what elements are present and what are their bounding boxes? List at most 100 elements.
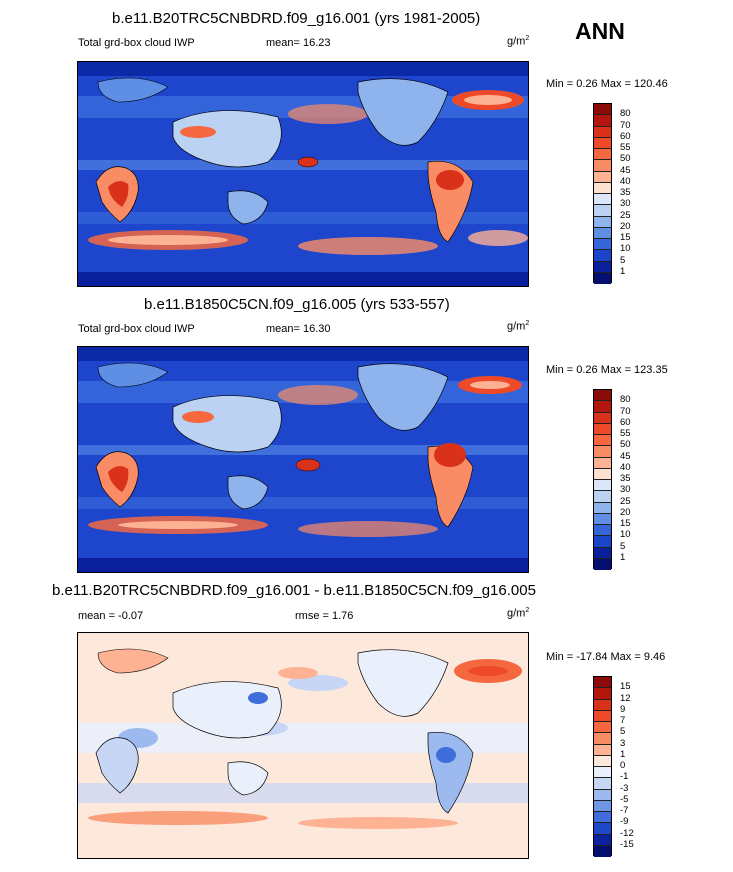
colorbar-tick-label: 5 (620, 540, 626, 552)
colorbar-swatch (594, 744, 611, 756)
colorbar-swatch (594, 160, 611, 172)
colorbar-swatch (594, 558, 611, 570)
colorbar-swatch (594, 446, 611, 458)
colorbar-swatch (594, 227, 611, 239)
colorbar-swatch (594, 126, 611, 138)
colorbar-tick-label: 10 (620, 529, 631, 541)
colorbar-tick-label: 0 (620, 760, 626, 771)
colorbar-swatch (594, 104, 611, 116)
panel2-variable-label: Total grd-box cloud IWP (78, 323, 195, 335)
colorbar-swatch (594, 823, 611, 835)
colorbar-swatch (594, 390, 611, 402)
colorbar-swatch (594, 194, 611, 206)
colorbar-swatch (594, 800, 611, 812)
colorbar-swatch (594, 491, 611, 503)
panel3-rmse: rmse = 1.76 (295, 610, 354, 622)
panel3-minmax: Min = -17.84 Max = 9.46 (546, 651, 666, 663)
colorbar-swatch (594, 250, 611, 262)
colorbar-swatch (594, 733, 611, 745)
colorbar-swatch (594, 525, 611, 537)
colorbar-swatch (594, 845, 611, 857)
colorbar-tick-label: 45 (620, 164, 631, 176)
season-label: ANN (575, 18, 625, 44)
panel1-title: b.e11.B20TRC5CNBDRD.f09_g16.001 (yrs 198… (112, 10, 481, 27)
colorbar-swatch (594, 834, 611, 846)
colorbar-tick-label: 5 (620, 254, 626, 266)
colorbar-tick-label: 1 (620, 551, 626, 563)
colorbar-swatch (594, 755, 611, 767)
colorbar-swatch (594, 239, 611, 251)
colorbar-tick-label: 60 (620, 416, 631, 428)
panel2-map (77, 346, 529, 573)
panel3-unit: g/m2 (507, 607, 530, 620)
colorbar-swatch (594, 536, 611, 548)
colorbar-swatch (594, 677, 611, 689)
colorbar-tick-label: 35 (620, 473, 631, 484)
colorbar-swatch (594, 149, 611, 161)
panel3-colorbar (593, 676, 612, 857)
colorbar-swatch (594, 789, 611, 801)
colorbar-swatch (594, 182, 611, 194)
colorbar-tick-label: 45 (620, 450, 631, 462)
colorbar-tick-label: 20 (620, 506, 631, 518)
colorbar-swatch (594, 812, 611, 824)
panel1-mean: mean= 16.23 (266, 37, 331, 49)
colorbar-tick-label: 15 (620, 232, 631, 243)
colorbar-tick-label: -1 (620, 771, 629, 783)
panel1-variable-label: Total grd-box cloud IWP (78, 37, 195, 49)
colorbar-swatch (594, 513, 611, 525)
colorbar-swatch (594, 115, 611, 127)
colorbar-swatch (594, 423, 611, 435)
colorbar-swatch (594, 457, 611, 469)
panel3-map (77, 632, 529, 859)
panel3-mean: mean = -0.07 (78, 610, 144, 622)
colorbar-tick-label: -9 (620, 816, 629, 828)
colorbar-tick-label: 5 (620, 726, 626, 738)
colorbar-tick-label: 70 (620, 119, 631, 131)
colorbar-tick-label: 30 (620, 484, 631, 496)
panel1-unit: g/m2 (507, 35, 530, 48)
colorbar-swatch (594, 480, 611, 492)
colorbar-tick-label: 10 (620, 243, 631, 255)
colorbar-swatch (594, 137, 611, 149)
panel2-unit: g/m2 (507, 320, 530, 333)
colorbar-swatch (594, 435, 611, 447)
colorbar-tick-label: 80 (620, 108, 631, 120)
panel1-minmax: Min = 0.26 Max = 120.46 (546, 78, 668, 90)
colorbar-swatch (594, 699, 611, 711)
colorbar-swatch (594, 261, 611, 273)
colorbar-swatch (594, 778, 611, 790)
colorbar-swatch (594, 688, 611, 700)
panel2-colorbar (593, 389, 612, 570)
colorbar-swatch (594, 412, 611, 424)
colorbar-tick-label: 15 (620, 518, 631, 529)
colorbar-swatch (594, 216, 611, 228)
colorbar-swatch (594, 722, 611, 734)
colorbar-tick-label: -5 (620, 793, 629, 805)
panel2-mean: mean= 16.30 (266, 323, 331, 335)
colorbar-tick-label: 50 (620, 153, 631, 165)
colorbar-tick-label: 9 (620, 703, 626, 715)
colorbar-tick-label: -12 (620, 827, 634, 839)
colorbar-tick-label: 1 (620, 748, 626, 760)
colorbar-tick-label: -15 (620, 838, 634, 850)
colorbar-tick-label: 25 (620, 495, 631, 507)
panel2-title: b.e11.B1850C5CN.f09_g16.005 (yrs 533-557… (144, 296, 450, 313)
colorbar-tick-label: 70 (620, 405, 631, 417)
colorbar-swatch (594, 547, 611, 559)
colorbar-tick-label: 25 (620, 209, 631, 221)
colorbar-tick-label: 50 (620, 439, 631, 451)
colorbar-tick-label: -7 (620, 805, 629, 816)
colorbar-tick-label: 55 (620, 142, 631, 153)
colorbar-swatch (594, 502, 611, 514)
colorbar-tick-label: 60 (620, 130, 631, 142)
colorbar-swatch (594, 205, 611, 217)
colorbar-tick-label: 35 (620, 187, 631, 198)
colorbar-tick-label: 3 (620, 737, 626, 749)
panel3-title: b.e11.B20TRC5CNBDRD.f09_g16.001 - b.e11.… (52, 582, 536, 599)
panel1-map (77, 61, 529, 287)
colorbar-tick-label: 30 (620, 198, 631, 210)
colorbar-tick-label: 55 (620, 428, 631, 439)
panel1-colorbar (593, 103, 612, 284)
colorbar-swatch (594, 710, 611, 722)
